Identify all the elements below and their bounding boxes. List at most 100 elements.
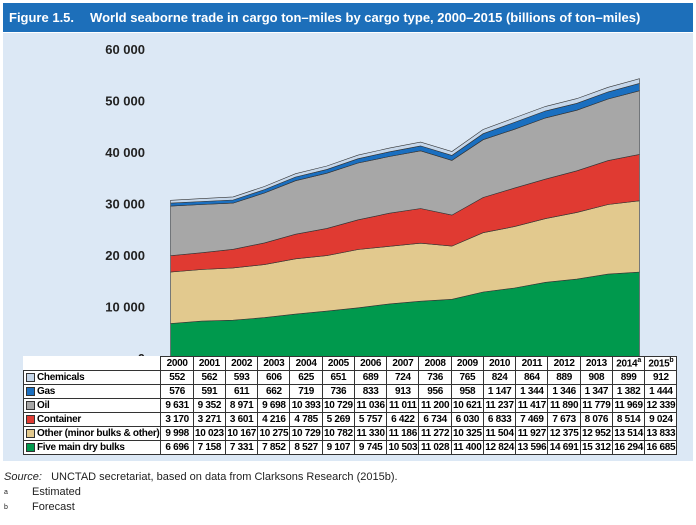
data-label: 1 147 [482, 384, 517, 399]
table-corner [23, 356, 162, 371]
data-label: 14 691 [547, 440, 581, 455]
data-label: 9 631 [160, 398, 194, 413]
legend-swatch [26, 372, 35, 382]
data-label: 12 339 [644, 398, 678, 413]
data-label: 6 696 [160, 440, 194, 455]
x-tick-label: 2010 [482, 356, 517, 371]
data-label: 15 312 [579, 440, 613, 455]
data-label: 913 [386, 384, 420, 399]
series-label: Oil [22, 398, 162, 413]
data-label: 8 971 [224, 398, 259, 413]
x-tick-label: 2007 [386, 356, 420, 371]
notes: Source: UNCTAD secretariat, based on dat… [4, 470, 398, 515]
data-label: 3 170 [160, 412, 194, 427]
data-label: 11 779 [579, 398, 613, 413]
legend-swatch [26, 414, 35, 424]
data-label: 4 216 [257, 412, 291, 427]
series-area-chemicals [170, 78, 640, 204]
data-label: 593 [224, 370, 259, 385]
footnote-b-mark: b [4, 504, 8, 511]
x-tick-label: 2001 [192, 356, 226, 371]
data-label: 6 734 [418, 412, 452, 427]
data-label: 11 927 [515, 426, 549, 441]
x-tick-label: 2011 [515, 356, 549, 371]
data-label: 6 833 [482, 412, 517, 427]
data-label: 12 824 [482, 440, 517, 455]
data-label: 956 [418, 384, 452, 399]
data-label: 13 833 [644, 426, 678, 441]
data-label: 11 417 [515, 398, 549, 413]
data-label: 11 504 [482, 426, 517, 441]
data-label: 736 [321, 384, 355, 399]
data-label: 1 346 [547, 384, 581, 399]
data-label: 7 673 [547, 412, 581, 427]
data-label: 719 [289, 384, 323, 399]
x-tick-label: 2012 [547, 356, 581, 371]
series-label: Five main dry bulks [22, 440, 162, 455]
x-tick-label: 2002 [224, 356, 259, 371]
data-label: 5 269 [321, 412, 355, 427]
data-label: 12 952 [579, 426, 613, 441]
data-label: 11 272 [418, 426, 452, 441]
table-row-other: Other (minor bulks & other) 9 998 10 023 10… [22, 426, 678, 441]
data-label: 736 [418, 370, 452, 385]
data-label: 9 024 [644, 412, 678, 427]
data-label: 8 076 [579, 412, 613, 427]
data-label: 13 514 [611, 426, 646, 441]
data-label: 10 729 [289, 426, 323, 441]
data-label: 13 596 [515, 440, 549, 455]
figure-number: Figure 1.5. [9, 10, 75, 25]
data-label: 11 237 [482, 398, 517, 413]
figure-title: World seaborne trade in cargo ton–miles … [90, 10, 641, 25]
data-label: 4 785 [289, 412, 323, 427]
data-label: 10 023 [192, 426, 226, 441]
data-table: 2000 2001 2002 2003 2004 2005 2006 2007 2008 2009… [22, 356, 678, 455]
data-label: 10 393 [289, 398, 323, 413]
y-tick-label: 30 000 [105, 197, 145, 212]
data-label: 912 [644, 370, 678, 385]
data-label: 9 998 [160, 426, 194, 441]
source-label: Source: [4, 471, 42, 483]
legend-swatch [26, 400, 35, 410]
data-label: 11 028 [418, 440, 452, 455]
data-label: 7 852 [257, 440, 291, 455]
data-label: 606 [257, 370, 291, 385]
table-row-gas: Gas 576 591 611 662 719 736 833 913 956 958 1 147 1 … [22, 384, 678, 399]
x-tick-label: 2008 [418, 356, 452, 371]
data-label: 16 685 [644, 440, 678, 455]
series-label: Other (minor bulks & other) [22, 426, 162, 441]
data-label: 689 [353, 370, 388, 385]
source-text: UNCTAD secretariat, based on data from C… [51, 471, 398, 483]
data-label: 7 331 [224, 440, 259, 455]
data-label: 11 890 [547, 398, 581, 413]
data-label: 10 782 [321, 426, 355, 441]
data-label: 16 294 [611, 440, 646, 455]
data-label: 833 [353, 384, 388, 399]
y-tick-label: 40 000 [105, 145, 145, 160]
data-label: 5 757 [353, 412, 388, 427]
legend-swatch [26, 386, 35, 396]
data-label: 10 503 [386, 440, 420, 455]
footnote-a-mark: a [4, 489, 8, 496]
data-label: 10 325 [450, 426, 484, 441]
data-label: 3 601 [224, 412, 259, 427]
data-label: 11 036 [353, 398, 388, 413]
footnote-a-text: Estimated [32, 486, 81, 498]
figure-title-bar: Figure 1.5. World seaborne trade in carg… [3, 3, 693, 32]
data-label: 1 382 [611, 384, 646, 399]
data-label: 11 186 [386, 426, 420, 441]
data-label: 6 030 [450, 412, 484, 427]
data-label: 864 [515, 370, 549, 385]
data-label: 7 469 [515, 412, 549, 427]
table-row-oil: Oil 9 631 9 352 8 971 9 698 10 393 10 729 11 03… [22, 398, 678, 413]
data-label: 889 [547, 370, 581, 385]
y-tick-label: 50 000 [105, 94, 145, 109]
data-label: 10 275 [257, 426, 291, 441]
footnote-b-text: Forecast [32, 501, 75, 513]
data-label: 11 200 [418, 398, 452, 413]
data-label: 625 [289, 370, 323, 385]
data-label: 11 969 [611, 398, 646, 413]
data-label: 7 158 [192, 440, 226, 455]
data-label: 8 514 [611, 412, 646, 427]
